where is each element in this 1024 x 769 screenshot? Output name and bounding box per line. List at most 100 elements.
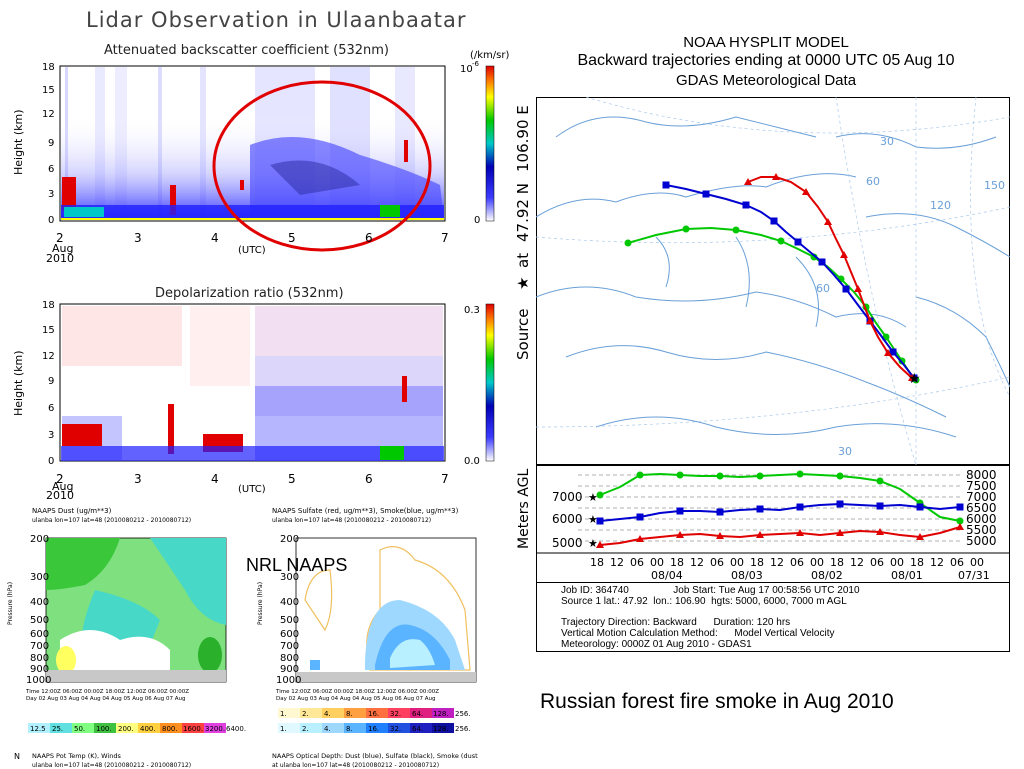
svg-text:6400.: 6400. <box>226 725 246 733</box>
mid-trajectory-marker <box>842 285 850 293</box>
hour-tick-label: 06 <box>790 556 804 569</box>
svg-text:32.: 32. <box>390 725 401 733</box>
mid-trajectory-marker <box>889 348 897 356</box>
naaps-sulfate-subtitle: ulanba lon=107 lat=48 (2010080212 - 2010… <box>272 517 432 524</box>
naaps-sulfate-day-row: Day 02 Aug 03 Aug 04 Aug 04 Aug 05 Aug 0… <box>276 696 436 702</box>
svg-text:6: 6 <box>48 403 54 414</box>
svg-text:100.: 100. <box>96 725 112 733</box>
info-line: Vertical Motion Calculation Method: Mode… <box>561 628 835 639</box>
hour-tick-label: 18 <box>670 556 684 569</box>
highlight-ellipse <box>212 80 432 252</box>
mid-height-marker <box>596 517 604 525</box>
svg-text:5000: 5000 <box>552 536 583 550</box>
high-height-marker <box>636 471 644 479</box>
low-trajectory-marker <box>908 374 916 381</box>
svg-text:6500: 6500 <box>966 501 997 515</box>
svg-text:12.5: 12.5 <box>30 725 46 733</box>
svg-text:7: 7 <box>441 472 449 486</box>
svg-text:4: 4 <box>211 231 219 245</box>
svg-text:128.: 128. <box>433 710 449 718</box>
mid-height-marker <box>756 505 764 513</box>
high-height-line <box>599 472 961 522</box>
hour-tick-label: 00 <box>890 556 904 569</box>
naaps-optical-subtitle: at ulanba lon=107 lat=48 (2010080212 - 2… <box>272 762 440 769</box>
hour-tick-label: 00 <box>650 556 664 569</box>
naaps-dust-subtitle: ulanba lon=107 lat=48 (2010080212 - 2010… <box>32 517 192 524</box>
backscatter-cbar-unit: (/km/sr) <box>470 50 510 61</box>
map-coastlines <box>536 116 1010 438</box>
svg-text:120: 120 <box>930 199 951 212</box>
svg-text:12: 12 <box>42 109 55 120</box>
lidar-title: Lidar Observation in Ulaanbaatar <box>86 8 467 32</box>
svg-text:2.: 2. <box>302 725 309 733</box>
svg-text:15: 15 <box>42 85 55 96</box>
svg-text:30: 30 <box>880 135 894 148</box>
backscatter-cbar-top: 10 <box>460 64 473 75</box>
depol-ylabel: Height (km) <box>12 350 25 416</box>
hour-tick-label: 12 <box>690 556 704 569</box>
svg-text:07/31: 07/31 <box>958 569 990 582</box>
svg-text:30: 30 <box>838 445 852 458</box>
svg-text:2: 2 <box>56 231 64 245</box>
height-trajectory-layer <box>596 470 964 548</box>
svg-text:★: ★ <box>588 491 598 504</box>
svg-text:400: 400 <box>30 597 49 608</box>
mid-height-marker <box>876 502 884 510</box>
high-trajectory-marker <box>624 239 632 247</box>
side-label-lat: 47.92 N <box>514 183 532 242</box>
low-height-marker <box>876 528 884 535</box>
low-height-marker <box>916 533 924 540</box>
naaps-dust-day-row: Day 02 Aug 03 Aug 04 Aug 04 Aug 05 Aug 0… <box>26 696 186 702</box>
svg-text:18: 18 <box>42 62 55 73</box>
mid-height-marker <box>716 508 724 516</box>
svg-text:0: 0 <box>48 456 54 467</box>
svg-text:25.: 25. <box>52 725 63 733</box>
naaps-pot-temp-subtitle: ulanba lon=107 lat=48 (2010080212 - 2010… <box>32 762 192 769</box>
svg-text:600: 600 <box>280 629 299 640</box>
svg-text:16.: 16. <box>368 710 379 718</box>
backscatter-colorbar <box>485 65 495 222</box>
map-gridlines <box>536 97 1010 465</box>
hysplit-title-2: Backward trajectories ending at 0000 UTC… <box>577 52 955 69</box>
high-height-marker <box>596 491 604 499</box>
naaps-pot-temp-title: NAAPS Pot Temp (K), Winds <box>32 752 121 760</box>
svg-text:1000: 1000 <box>276 675 301 686</box>
height-date-ticks: 08/04 08/03 08/02 08/01 07/31 <box>651 569 990 582</box>
hour-tick-label: 12 <box>930 556 944 569</box>
svg-text:7500: 7500 <box>966 479 997 493</box>
naaps-sulfate-scale-a: 1. 2. 4. 8. 16. 32. 64. 128. 256. <box>278 708 476 718</box>
svg-text:128.: 128. <box>433 725 449 733</box>
svg-text:3: 3 <box>134 231 142 245</box>
svg-text:08/04: 08/04 <box>651 569 683 582</box>
depol-title: Depolarization ratio (532nm) <box>155 286 344 301</box>
svg-text:900: 900 <box>280 664 299 675</box>
mid-trajectory-marker <box>662 181 670 189</box>
info-line: Meteorology: 0000Z 01 Aug 2010 - GDAS1 <box>561 639 752 650</box>
map-lat-labels: 30 60 150 120 60 30 <box>816 135 1005 458</box>
hour-tick-label: 18 <box>590 556 604 569</box>
low-height-marker <box>716 532 724 539</box>
svg-text:200.: 200. <box>118 725 134 733</box>
high-height-marker <box>876 477 884 485</box>
svg-text:300: 300 <box>30 572 49 583</box>
height-hour-ticks: 18 12 06 00 18 12 06 00 18 12 06 00 18 12 06 00 18 12 06 00 <box>590 556 984 569</box>
svg-text:4: 4 <box>211 472 219 486</box>
svg-text:60: 60 <box>866 175 880 188</box>
svg-text:3: 3 <box>48 430 54 441</box>
star-icon: ★ <box>514 277 532 290</box>
height-ylabel: Meters AGL <box>516 469 532 549</box>
backscatter-title: Attenuated backscatter coefficient (532n… <box>104 43 389 58</box>
backscatter-date-year: 2010 <box>46 252 74 265</box>
hour-tick-label: 18 <box>750 556 764 569</box>
svg-text:600: 600 <box>30 629 49 640</box>
naaps-dust-ylabel: Pressure (hPa) <box>7 582 14 625</box>
svg-text:700: 700 <box>30 641 49 652</box>
svg-text:500: 500 <box>30 615 49 626</box>
backscatter-y-ticks: 18 15 12 9 6 3 0 <box>42 62 55 226</box>
backscatter-x-ticks: 2 3 4 5 6 7 <box>56 231 449 245</box>
svg-text:12: 12 <box>42 351 55 362</box>
low-trajectory-marker <box>840 251 848 258</box>
svg-text:5500: 5500 <box>966 523 997 537</box>
naaps-optical-title: NAAPS Optical Depth: Dust (blue), Sulfat… <box>272 752 478 760</box>
side-label-source: Source <box>514 308 532 360</box>
